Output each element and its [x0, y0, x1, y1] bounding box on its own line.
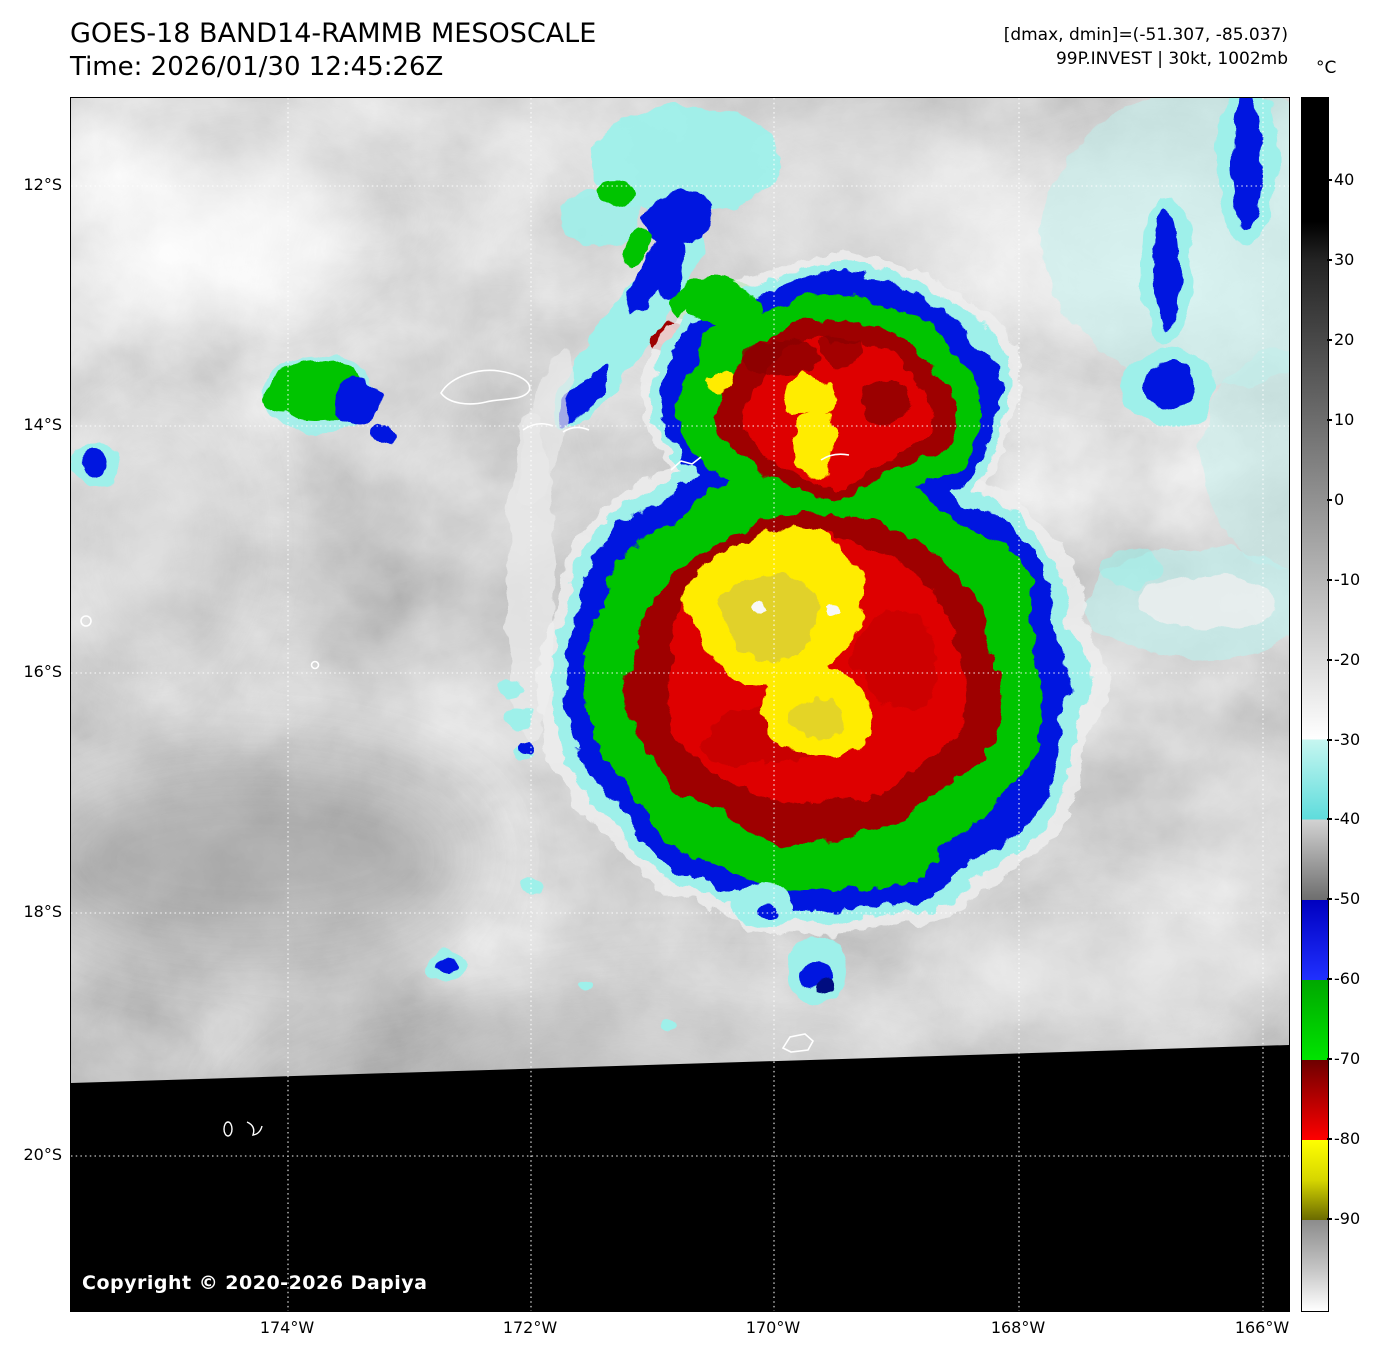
satellite-image — [71, 98, 1289, 1311]
colorbar-tick-0: 0 — [1326, 490, 1345, 509]
colorbar-tick-m20: -20 — [1326, 650, 1361, 669]
east-cyan-patch — [1086, 548, 1289, 658]
northeast-cold-features — [1041, 98, 1289, 568]
lon-label-168w: 168°W — [990, 1318, 1046, 1337]
lat-label-20s: 20°S — [23, 1145, 62, 1164]
lat-label-18s: 18°S — [23, 902, 62, 921]
colorbar-tick-20: 20 — [1326, 330, 1355, 349]
colorbar-tick-m90: -90 — [1326, 1209, 1361, 1228]
satellite-map — [70, 97, 1290, 1312]
figure-title: GOES-18 BAND14-RAMMB MESOSCALE — [70, 18, 597, 49]
colorbar-tick-m40: -40 — [1326, 809, 1361, 828]
figure-header: GOES-18 BAND14-RAMMB MESOSCALE Time: 202… — [70, 16, 596, 85]
copyright-text: Copyright © 2020-2026 Dapiya — [82, 1272, 428, 1294]
graticule — [71, 98, 1289, 1311]
lat-label-14s: 14°S — [23, 415, 62, 434]
coastlines — [80, 369, 850, 1053]
colorbar-tick-40: 40 — [1326, 170, 1355, 189]
main-storm — [536, 256, 1100, 935]
lon-label-172w: 172°W — [502, 1318, 558, 1337]
west-cold-features — [71, 356, 395, 490]
dmax-dmin-readout: [dmax, dmin]=(-51.307, -85.037) — [1003, 25, 1288, 45]
lon-label-174w: 174°W — [259, 1318, 315, 1337]
figure-header-right: [dmax, dmin]=(-51.307, -85.037) 99P.INVE… — [1004, 24, 1288, 72]
colorbar-tick-m50: -50 — [1326, 889, 1361, 908]
colorbar-unit-label: °C — [1316, 58, 1337, 78]
colorbar-tick-m60: -60 — [1326, 969, 1361, 988]
south-cold-fragments — [425, 880, 848, 1029]
colorbar-tick-10: 10 — [1326, 410, 1355, 429]
colorbar-tick-m10: -10 — [1326, 570, 1361, 589]
storm-info: 99P.INVEST | 30kt, 1002mb — [1055, 48, 1288, 69]
colorbar — [1301, 97, 1329, 1312]
colorbar-tick-m30: -30 — [1326, 730, 1361, 749]
lat-label-16s: 16°S — [23, 662, 62, 681]
lon-label-166w: 166°W — [1234, 1318, 1290, 1337]
figure-timestamp: Time: 2026/01/30 12:45:26Z — [70, 52, 444, 83]
coastlines-in-no-data — [223, 1121, 263, 1137]
no-data-region — [71, 1045, 1289, 1311]
colorbar-tick-m70: -70 — [1326, 1049, 1361, 1068]
colorbar-tick-30: 30 — [1326, 250, 1355, 269]
lat-label-12s: 12°S — [23, 175, 62, 194]
lon-label-170w: 170°W — [745, 1318, 801, 1337]
colorbar-tick-m80: -80 — [1326, 1129, 1361, 1148]
